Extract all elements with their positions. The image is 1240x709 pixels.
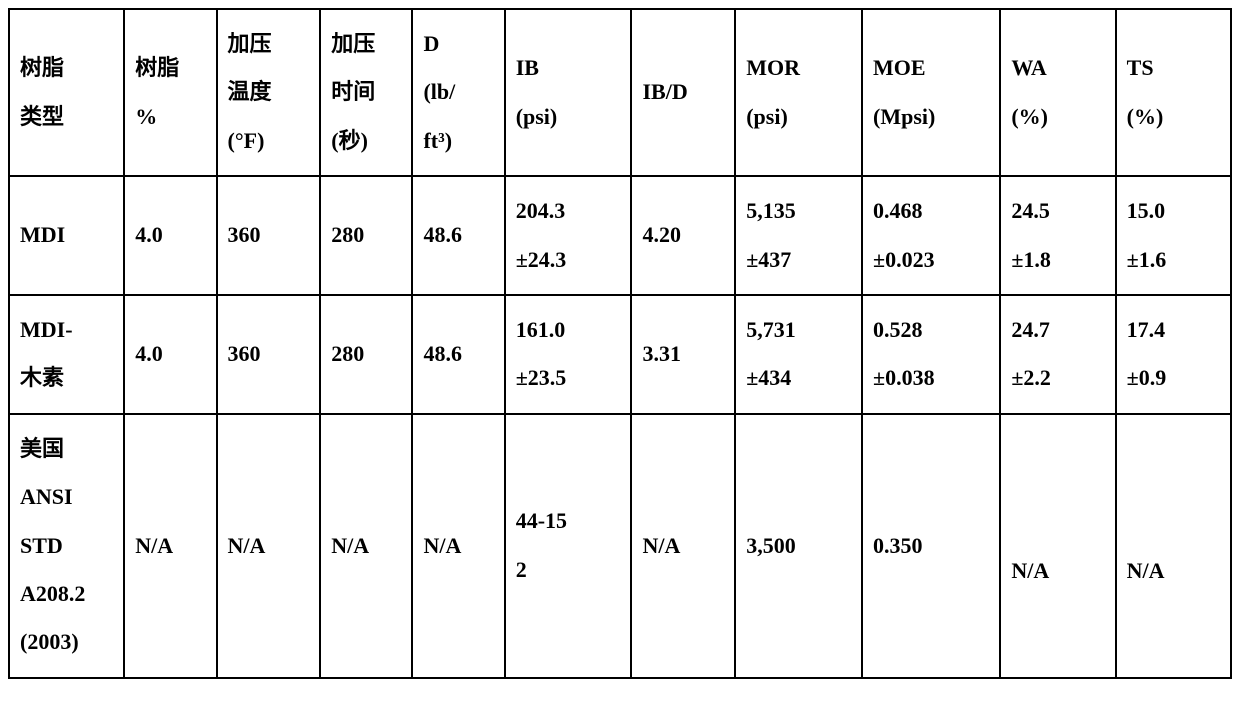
data-table: 树脂类型树脂%加压温度(°F)加压时间(秒)D(lb/ft³)IB(psi)IB… (8, 8, 1232, 679)
column-header: IB/D (631, 9, 735, 176)
table-cell: 280 (320, 295, 412, 414)
table-cell: 3.31 (631, 295, 735, 414)
table-cell: MDI (9, 176, 124, 295)
table-cell: 280 (320, 176, 412, 295)
table-cell: N/A (1116, 414, 1231, 678)
table-cell: 4.20 (631, 176, 735, 295)
table-cell: 44-152 (505, 414, 632, 678)
table-cell: MDI-木素 (9, 295, 124, 414)
table-cell: 161.0±23.5 (505, 295, 632, 414)
table-cell: 48.6 (412, 295, 504, 414)
table-header-row: 树脂类型树脂%加压温度(°F)加压时间(秒)D(lb/ft³)IB(psi)IB… (9, 9, 1231, 176)
table-cell: N/A (631, 414, 735, 678)
table-cell: 204.3±24.3 (505, 176, 632, 295)
column-header: 树脂类型 (9, 9, 124, 176)
table-cell: 0.468±0.023 (862, 176, 1000, 295)
table-cell: 360 (217, 295, 321, 414)
table-row: MDI4.036028048.6204.3±24.34.205,135±4370… (9, 176, 1231, 295)
column-header: WA(%) (1000, 9, 1115, 176)
table-cell: N/A (320, 414, 412, 678)
table-cell: 17.4±0.9 (1116, 295, 1231, 414)
table-cell: 48.6 (412, 176, 504, 295)
table-cell: 24.7±2.2 (1000, 295, 1115, 414)
column-header: 树脂% (124, 9, 216, 176)
table-row: 美国ANSISTDA208.2(2003)N/AN/AN/AN/A44-152N… (9, 414, 1231, 678)
table-cell: 3,500 (735, 414, 862, 678)
column-header: 加压温度(°F) (217, 9, 321, 176)
table-cell: 5,731±434 (735, 295, 862, 414)
table-cell: 24.5±1.8 (1000, 176, 1115, 295)
table-cell: N/A (124, 414, 216, 678)
column-header: D(lb/ft³) (412, 9, 504, 176)
column-header: MOE(Mpsi) (862, 9, 1000, 176)
table-cell: 美国ANSISTDA208.2(2003) (9, 414, 124, 678)
column-header: 加压时间(秒) (320, 9, 412, 176)
column-header: MOR(psi) (735, 9, 862, 176)
table-cell: N/A (1000, 414, 1115, 678)
table-cell: 4.0 (124, 176, 216, 295)
column-header: IB(psi) (505, 9, 632, 176)
table-row: MDI-木素4.036028048.6161.0±23.53.315,731±4… (9, 295, 1231, 414)
table-cell: 4.0 (124, 295, 216, 414)
table-body: 树脂类型树脂%加压温度(°F)加压时间(秒)D(lb/ft³)IB(psi)IB… (9, 9, 1231, 678)
table-cell: 360 (217, 176, 321, 295)
table-cell: N/A (412, 414, 504, 678)
table-cell: 15.0±1.6 (1116, 176, 1231, 295)
table-cell: 0.528±0.038 (862, 295, 1000, 414)
table-cell: 5,135±437 (735, 176, 862, 295)
column-header: TS(%) (1116, 9, 1231, 176)
table-cell: N/A (217, 414, 321, 678)
table-cell: 0.350 (862, 414, 1000, 678)
